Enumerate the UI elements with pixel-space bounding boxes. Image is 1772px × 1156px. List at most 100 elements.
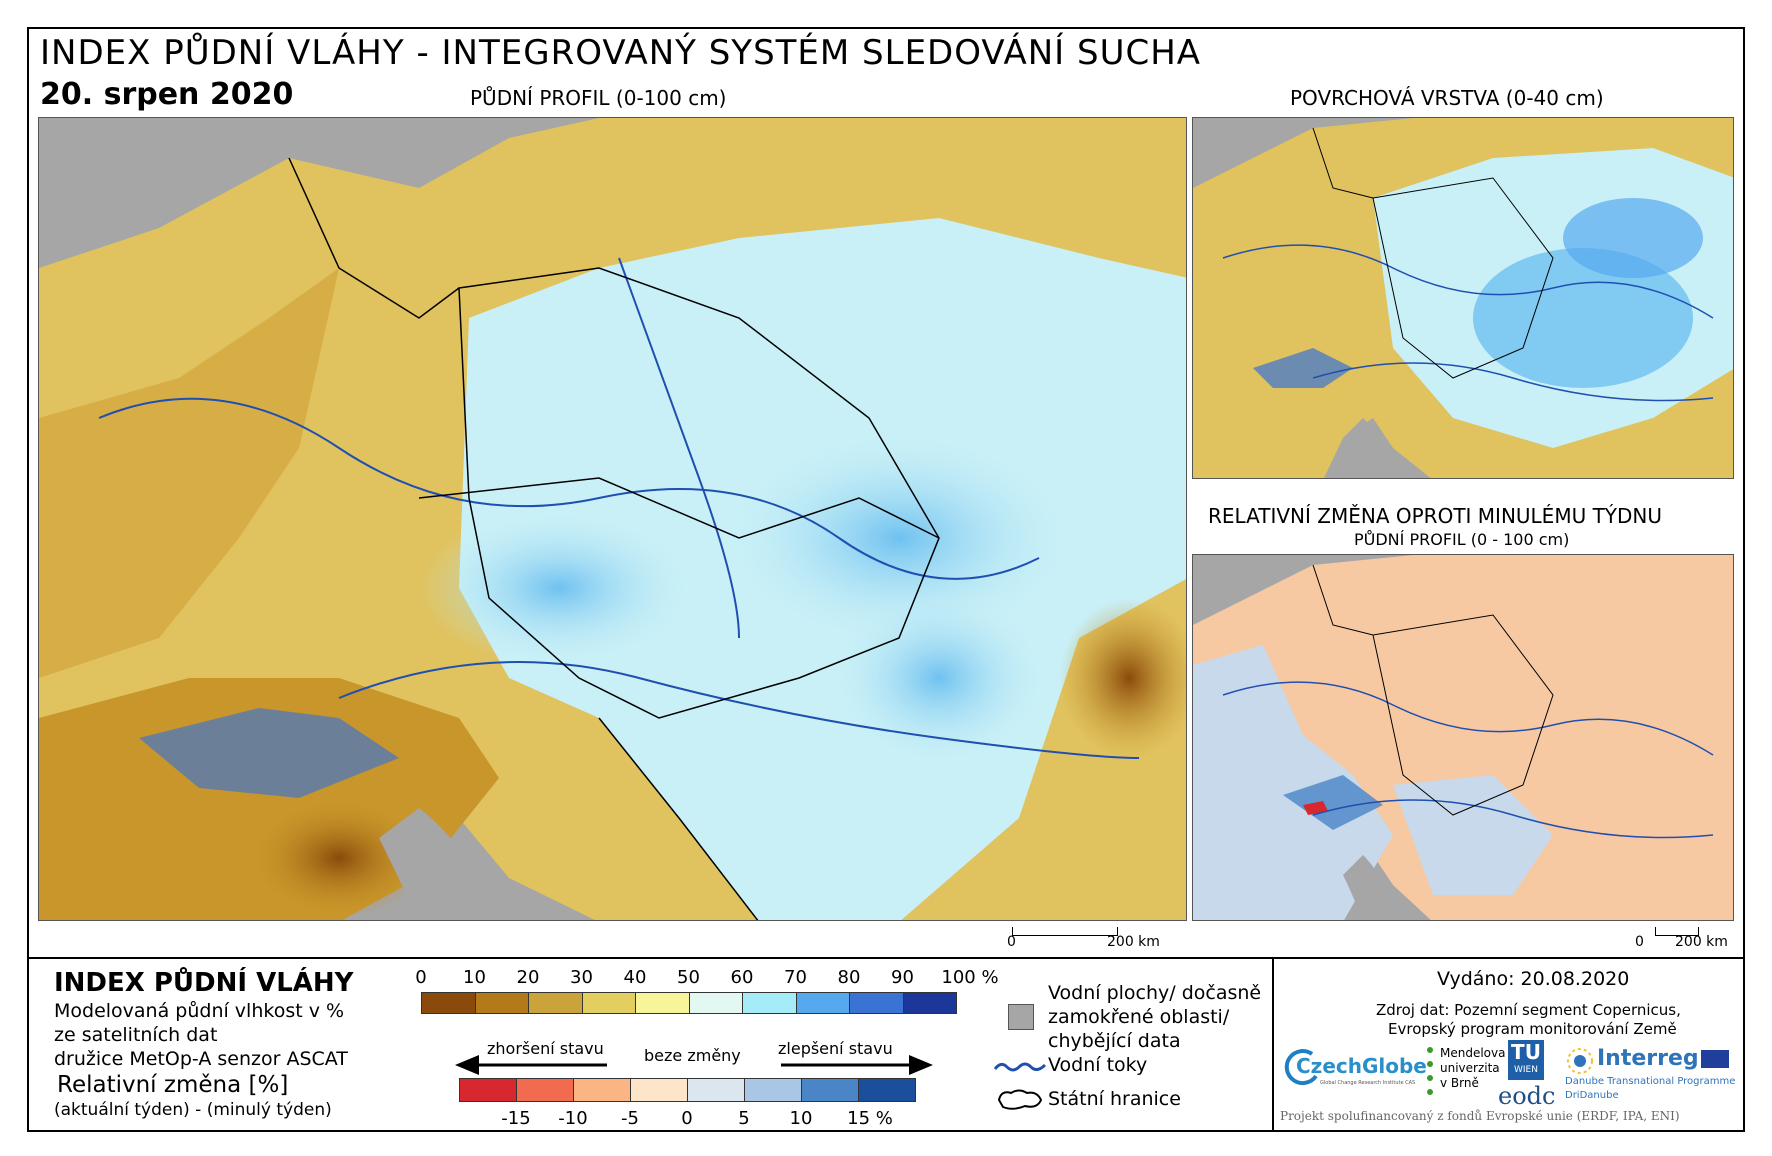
better-arrow-head xyxy=(909,1055,933,1075)
index-tick-label: 50 xyxy=(677,967,700,988)
surface-map-caption: POVRCHOVÁ VRSTVA (0-40 cm) xyxy=(1290,86,1604,110)
czechglobe-logo: CzechGlobe Global Change Research Instit… xyxy=(1282,1046,1427,1096)
main-map-canvas xyxy=(39,118,1186,920)
tuwien-logo-text: TU xyxy=(1511,1040,1541,1064)
tuwien-logo-sub: WIEN xyxy=(1514,1065,1538,1075)
border-line xyxy=(418,477,940,539)
river-line xyxy=(1312,362,1714,402)
issued-date: Vydáno: 20.08.2020 xyxy=(1437,968,1630,990)
borders-label: Státní hranice xyxy=(1048,1088,1181,1110)
eu-flag-icon xyxy=(1701,1050,1729,1068)
legend-desc-line2: ze satelitních dat xyxy=(54,1024,218,1046)
legend-desc-line1: Modelovaná půdní vlhkost v % xyxy=(54,1000,345,1022)
mendelu-logo: Mendelova univerzita v Brně xyxy=(1424,1044,1506,1104)
czechglobe-logo-sub: Global Change Research Institute CAS xyxy=(1320,1080,1416,1086)
border-line xyxy=(1372,614,1554,816)
interreg-star-icon xyxy=(1567,1048,1593,1074)
legend-desc-line3: družice MetOp-A senzor ASCAT xyxy=(54,1048,348,1070)
improved-west-zone xyxy=(1193,645,1393,920)
worse-arrow-head xyxy=(455,1055,479,1075)
index-tick-label: 10 xyxy=(463,967,486,988)
change-color-swatch xyxy=(516,1078,574,1102)
change-color-swatch xyxy=(459,1078,517,1102)
river-line xyxy=(1222,244,1714,319)
index-color-swatch xyxy=(688,992,743,1014)
border-line xyxy=(458,267,940,719)
alps-change-band xyxy=(1283,775,1383,830)
source-line1: Zdroj dat: Pozemní segment Copernicus, xyxy=(1376,1001,1681,1019)
issue-date-heading: 20. srpen 2020 xyxy=(40,77,294,112)
river-line xyxy=(1222,681,1714,756)
page-title: INDEX PŮDNÍ VLÁHY - INTEGROVANÝ SYSTÉM S… xyxy=(40,33,1202,73)
change-tick-label: 0 xyxy=(681,1108,693,1129)
small-scale-zero: 0 xyxy=(1635,934,1644,950)
index-color-swatch xyxy=(528,992,583,1014)
index-tick-label: 90 xyxy=(891,967,914,988)
small-scale-bar xyxy=(1655,927,1699,936)
change-color-swatch xyxy=(801,1078,859,1102)
outer-frame xyxy=(27,27,1745,1132)
index-color-swatch xyxy=(742,992,797,1014)
border-line xyxy=(288,157,460,319)
water-label-line3: chybějící data xyxy=(1048,1030,1181,1052)
index-color-swatch xyxy=(902,992,957,1014)
czechglobe-logo-icon xyxy=(1284,1049,1318,1086)
mendelu-line1: Mendelova xyxy=(1440,1046,1506,1060)
index-color-swatch xyxy=(581,992,636,1014)
change-tick-label: -15 xyxy=(501,1108,531,1129)
source-line2: Evropský program monitorování Země xyxy=(1388,1020,1677,1038)
adriatic-sea xyxy=(1343,418,1403,478)
alps-decrease-spot xyxy=(1303,801,1328,815)
tuwien-logo: TU WIEN xyxy=(1508,1040,1544,1080)
index-tick-label: 100 % xyxy=(941,967,999,988)
footer-divider xyxy=(27,957,1745,959)
index-color-swatch xyxy=(635,992,690,1014)
border-line xyxy=(1312,127,1374,199)
rivers-label: Vodní toky xyxy=(1048,1054,1148,1076)
change-color-swatch xyxy=(630,1078,688,1102)
legend-title: INDEX PŮDNÍ VLÁHY xyxy=(54,968,354,998)
river-symbol-icon xyxy=(993,1062,1047,1072)
water-label-line1: Vodní plochy/ dočasně xyxy=(1048,982,1262,1004)
main-scale-bar xyxy=(1012,927,1118,936)
wet-core-north xyxy=(719,428,1079,648)
interreg-logo: Interreg Danube Transnational Programme … xyxy=(1565,1046,1735,1106)
index-tick-label: 20 xyxy=(516,967,540,988)
change-tick-label: 15 % xyxy=(847,1108,893,1129)
better-label: zlepšení stavu xyxy=(778,1039,893,1058)
alps-wet-band xyxy=(139,708,399,798)
river-line xyxy=(338,661,1140,759)
border-line xyxy=(598,717,759,920)
main-scale-zero: 0 xyxy=(1007,934,1016,950)
wet-core xyxy=(1563,198,1703,278)
change-color-swatch xyxy=(744,1078,802,1102)
mendelu-dots-icon xyxy=(1427,1047,1433,1095)
project-funding-note: Projekt spolufinancovaný z fondů Evropsk… xyxy=(1280,1109,1680,1123)
change-map-caption: RELATIVNÍ ZMĚNA OPROTI MINULÉMU TÝDNU xyxy=(1208,504,1663,528)
main-map-caption: PŮDNÍ PROFIL (0-100 cm) xyxy=(470,86,727,110)
surface-layer-map xyxy=(1192,117,1734,479)
very-dry-italy xyxy=(249,798,429,918)
wet-core-east xyxy=(829,588,1049,768)
interreg-logo-text: Interreg xyxy=(1597,1046,1699,1071)
change-tick-label: -10 xyxy=(558,1108,588,1129)
change-tick-label: 5 xyxy=(738,1108,750,1129)
small-scale-label: 200 km xyxy=(1675,934,1728,950)
relative-change-desc: (aktuální týden) - (minulý týden) xyxy=(54,1100,332,1120)
mendelu-line3: v Brně xyxy=(1440,1076,1479,1090)
river-line xyxy=(618,257,740,639)
wet-core xyxy=(1473,248,1693,388)
border-symbol-icon xyxy=(997,1089,1043,1110)
main-soil-moisture-map xyxy=(38,117,1187,921)
change-arrows xyxy=(455,1055,933,1075)
index-tick-label: 0 xyxy=(415,967,427,988)
index-tick-label: 80 xyxy=(837,967,861,988)
footer-vertical-divider xyxy=(1272,957,1274,1132)
index-color-swatch xyxy=(474,992,529,1014)
index-color-swatch xyxy=(795,992,850,1014)
czechglobe-logo-text: CzechGlobe xyxy=(1296,1054,1427,1078)
border-line xyxy=(1372,177,1554,379)
water-label-line2: zamokřené oblasti/ xyxy=(1048,1006,1230,1028)
interreg-sub1: Danube Transnational Programme xyxy=(1565,1076,1736,1087)
index-color-swatch xyxy=(849,992,904,1014)
